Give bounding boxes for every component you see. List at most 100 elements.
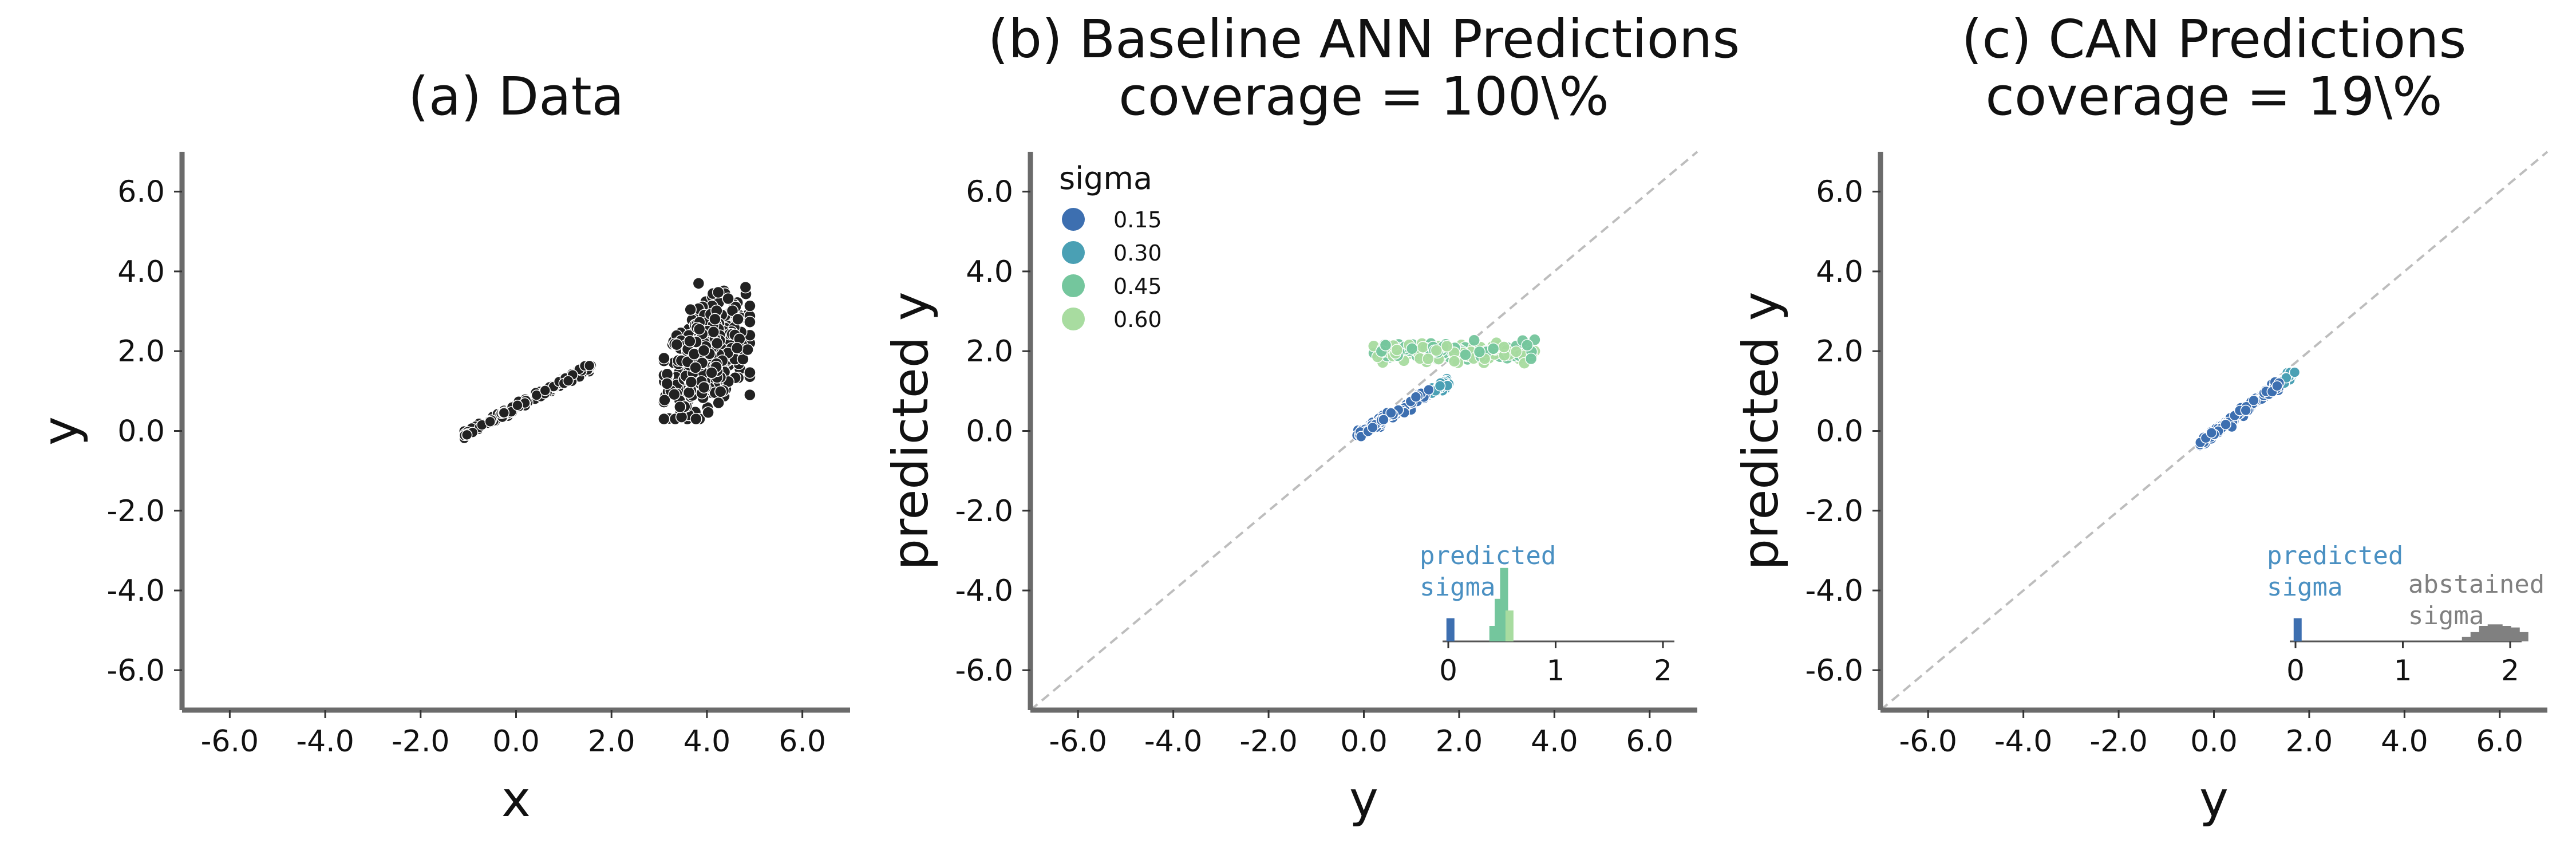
legend-title: sigma [1059,160,1152,196]
data-point [1487,342,1500,355]
x-tick-label: 4.0 [1531,724,1578,759]
y-tick-label: 6.0 [1816,175,1863,210]
inset-tick-label: 2 [2501,654,2519,687]
data-point [658,393,671,407]
y-tick-label: 2.0 [966,334,1013,369]
x-tick-label: 6.0 [779,724,826,759]
y-tick-label: 0.0 [117,415,165,449]
predicted-sigma-label: predicted sigma [2267,541,2403,602]
inset-histogram: 0 1 2 predicted sigma [1420,541,1674,687]
data-point [658,412,670,425]
data-point [1468,334,1480,347]
data-point [714,385,727,398]
data-point [661,377,674,390]
data-point [702,406,714,419]
histogram-bar [2293,618,2302,641]
data-point [1379,338,1392,352]
legend-marker [1062,208,1085,231]
abstained-histogram-bar [2513,632,2528,641]
chart-title: (a) Data [408,66,624,127]
x-tick-label: 2.0 [1436,724,1483,759]
y-axis-label: y [32,416,89,446]
inset-tick-label: 0 [2286,654,2305,687]
data-point [1367,421,1378,434]
x-tick-label: -2.0 [392,724,449,759]
data-point [668,388,681,401]
x-tick-label: 2.0 [588,724,635,759]
data-point [707,326,720,338]
x-tick-label: 6.0 [1626,724,1673,759]
legend-label: 0.15 [1113,207,1162,233]
x-tick-label: -4.0 [296,724,354,759]
data-point [2289,367,2301,378]
x-tick-label: 4.0 [683,724,731,759]
data-point [1440,340,1453,353]
x-tick-label: 6.0 [2476,724,2523,759]
data-point [1378,414,1389,425]
data-point [744,388,756,401]
legend-label: 0.30 [1113,241,1162,266]
data-point [689,361,702,374]
chart-title: (b) Baseline ANN Predictions [988,9,1740,70]
data-point [712,396,725,409]
x-tick-label: 0.0 [2190,724,2238,759]
data-points [2194,365,2301,451]
data-point [1405,342,1419,355]
legend-marker [1062,308,1085,330]
data-point [1410,391,1422,403]
x-axis-label: x [501,771,531,828]
y-tick-label: -2.0 [107,494,165,529]
y-tick-label: -4.0 [107,574,165,608]
data-point [741,343,754,356]
data-point [2248,395,2259,407]
data-point [1473,345,1486,358]
data-point [1510,345,1523,358]
data-point [712,286,725,299]
data-point [1423,384,1435,396]
data-point [2240,404,2251,416]
legend-label: 0.60 [1113,307,1162,332]
y-tick-label: 4.0 [1816,255,1863,289]
data-point [2271,380,2283,392]
inset-tick-label: 0 [1439,654,1457,687]
data-point [1521,339,1534,352]
data-point [1422,352,1435,365]
data-point [498,407,510,419]
data-point [658,352,670,365]
data-point [697,344,710,357]
inset-tick-label: 1 [1547,654,1565,687]
data-point [705,367,718,379]
data-point [1390,344,1404,356]
histogram-bar [1446,618,1455,641]
chart-subtitle: coverage = 19\% [1985,66,2442,127]
y-tick-label: -6.0 [1805,653,1863,688]
data-point [722,292,734,305]
data-point [539,385,551,396]
legend-label: 0.45 [1113,274,1162,299]
y-tick-label: -2.0 [1805,494,1863,529]
data-point [744,300,756,312]
data-point [583,360,595,372]
y-tick-label: -2.0 [955,494,1013,529]
data-point [484,416,496,428]
chart-panel-1: (a) Data -6.0 -6.0 -4.0 -4.0 -2.0 -2.0 0.0 0.0 2.… [32,66,850,828]
y-axis-label: predicted y [882,291,939,570]
y-tick-label: 4.0 [966,255,1013,289]
data-point [685,376,698,388]
data-point [512,400,523,411]
x-tick-label: 2.0 [2286,724,2333,759]
x-tick-label: 0.0 [492,724,540,759]
abstained-histogram-bar [2462,636,2477,641]
data-point [1498,341,1511,353]
legend-marker [1062,241,1085,264]
data-point [2206,427,2217,439]
data-points [459,277,756,444]
y-tick-label: 0.0 [966,415,1013,449]
x-tick-label: 0.0 [1340,724,1388,759]
data-point [697,381,710,394]
legend: sigma 0.15 0.30 0.45 0.60 [1059,160,1162,332]
data-point [690,412,702,425]
x-tick-label: 4.0 [2381,724,2428,759]
